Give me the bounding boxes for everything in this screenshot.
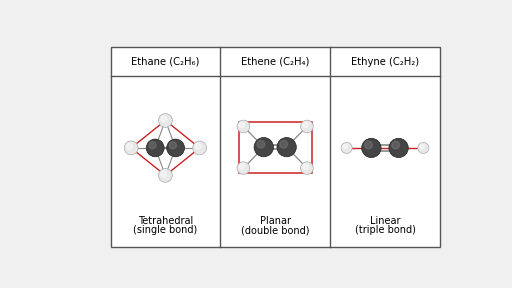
Circle shape (389, 138, 408, 158)
Circle shape (301, 120, 313, 133)
Bar (239, 122, 312, 173)
Text: Ethane (C₂H₆): Ethane (C₂H₆) (131, 56, 200, 67)
Text: Tetrahedral: Tetrahedral (138, 216, 193, 226)
Circle shape (361, 138, 381, 158)
Circle shape (280, 141, 288, 148)
Text: (single bond): (single bond) (133, 225, 198, 235)
Circle shape (161, 116, 167, 122)
Circle shape (195, 143, 201, 149)
Text: (double bond): (double bond) (241, 225, 309, 235)
Text: Planar: Planar (260, 216, 291, 226)
Bar (111, 47, 440, 247)
Circle shape (149, 142, 156, 149)
Circle shape (237, 120, 250, 133)
Circle shape (239, 164, 245, 169)
Circle shape (193, 141, 206, 155)
Circle shape (277, 138, 296, 157)
Circle shape (392, 141, 399, 149)
Text: Ethyne (C₂H₂): Ethyne (C₂H₂) (351, 56, 419, 67)
Circle shape (146, 139, 164, 157)
Circle shape (237, 162, 250, 175)
Circle shape (161, 171, 167, 177)
Circle shape (343, 144, 348, 149)
Circle shape (169, 142, 177, 149)
Circle shape (257, 141, 265, 148)
Circle shape (341, 142, 352, 154)
Circle shape (159, 168, 173, 182)
Text: Linear: Linear (370, 216, 400, 226)
Circle shape (124, 141, 138, 155)
Circle shape (420, 144, 424, 149)
Circle shape (254, 138, 273, 157)
Circle shape (418, 142, 429, 154)
Circle shape (303, 164, 308, 169)
Circle shape (167, 139, 184, 157)
Circle shape (126, 143, 133, 149)
Circle shape (301, 162, 313, 175)
Circle shape (159, 113, 173, 127)
Circle shape (365, 141, 372, 149)
Text: (triple bond): (triple bond) (354, 225, 415, 235)
Circle shape (239, 122, 245, 128)
Circle shape (303, 122, 308, 128)
Text: Ethene (C₂H₄): Ethene (C₂H₄) (241, 56, 309, 67)
